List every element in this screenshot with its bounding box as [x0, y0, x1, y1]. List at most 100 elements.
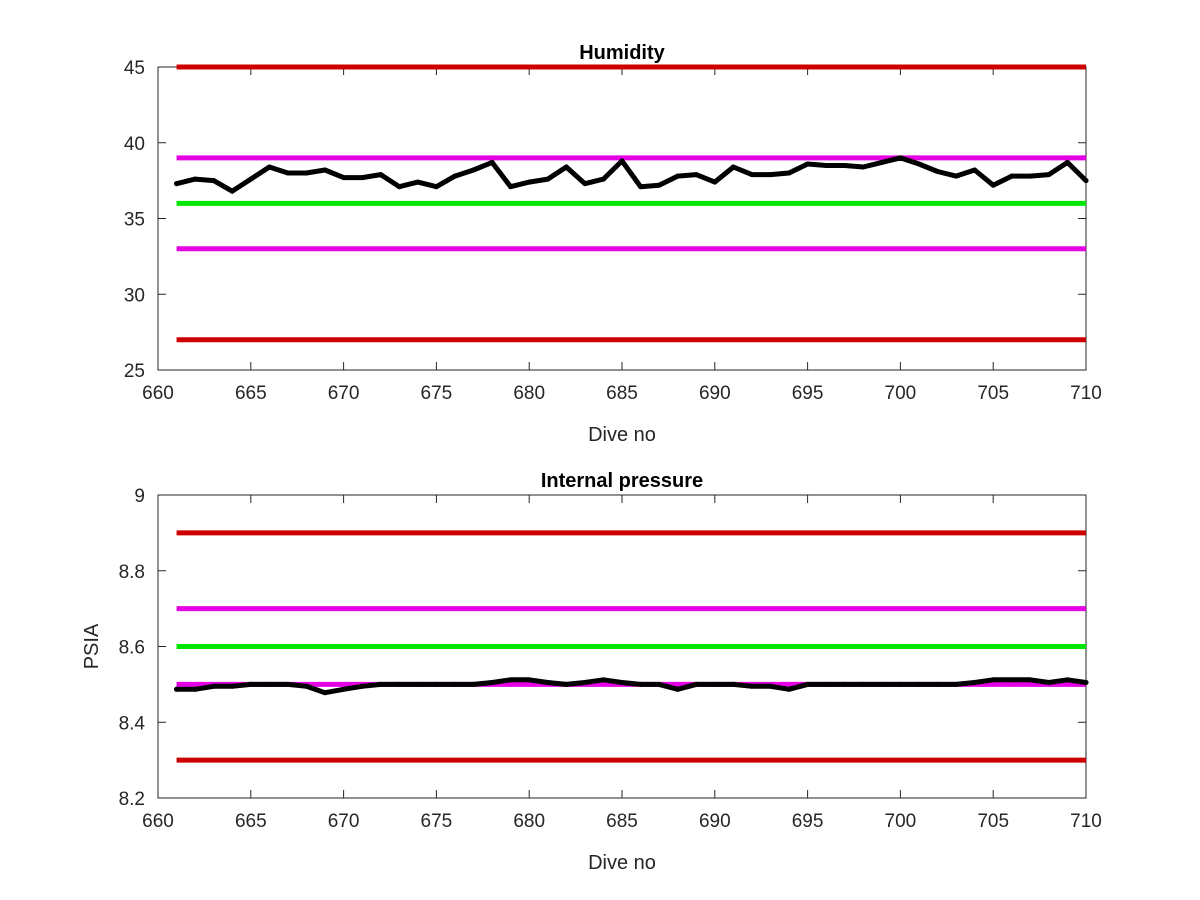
data-point — [211, 178, 217, 184]
data-point — [656, 182, 662, 188]
data-point — [545, 176, 551, 182]
x-tick-label: 680 — [513, 383, 545, 404]
data-point — [675, 173, 681, 179]
data-point — [582, 181, 588, 187]
x-tick-label: 685 — [606, 383, 638, 404]
y-tick-label: 25 — [124, 361, 145, 382]
data-point — [786, 170, 792, 176]
x-tick-label: 710 — [1070, 383, 1102, 404]
x-tick-label: 695 — [792, 811, 824, 832]
x-tick-label: 680 — [513, 811, 545, 832]
chart-0: 660 665 670 675 680 685 690 695 700 705 710 25 30 35 4… — [124, 42, 1102, 446]
data-point — [322, 690, 328, 696]
x-tick-label: 660 — [142, 383, 174, 404]
x-tick-label: 700 — [885, 383, 917, 404]
x-tick-label: 675 — [421, 383, 453, 404]
data-point — [675, 686, 681, 692]
data-point — [452, 173, 458, 179]
data-point — [600, 677, 606, 683]
data-point — [767, 172, 773, 178]
data-point — [805, 681, 811, 687]
data-point — [638, 184, 644, 190]
data-point — [916, 681, 922, 687]
y-axis-label: PSIA — [81, 623, 103, 669]
x-tick-label: 705 — [977, 811, 1009, 832]
x-tick-label: 705 — [977, 383, 1009, 404]
data-point — [378, 681, 384, 687]
data-point — [341, 175, 347, 181]
data-point — [823, 162, 829, 168]
x-tick-label: 670 — [328, 811, 360, 832]
y-tick-label: 9 — [134, 486, 145, 507]
y-tick-label: 40 — [124, 134, 145, 155]
data-point — [879, 681, 885, 687]
x-tick-label: 700 — [885, 811, 917, 832]
data-point — [433, 681, 439, 687]
x-tick-label: 670 — [328, 383, 360, 404]
data-point — [786, 686, 792, 692]
data-point — [266, 164, 272, 170]
data-point — [248, 176, 254, 182]
y-tick-label: 35 — [124, 210, 145, 231]
data-point — [860, 164, 866, 170]
data-point — [489, 159, 495, 165]
x-tick-label: 665 — [235, 383, 267, 404]
data-point — [823, 681, 829, 687]
data-point — [805, 161, 811, 167]
data-point — [1027, 677, 1033, 683]
chart-title: Humidity — [579, 42, 665, 64]
x-axis-label: Dive no — [588, 424, 656, 446]
series-line-0 — [174, 155, 1089, 194]
data-point — [935, 169, 941, 175]
data-point — [953, 173, 959, 179]
x-tick-label: 685 — [606, 811, 638, 832]
series-line-0 — [174, 677, 1089, 696]
data-point — [378, 172, 384, 178]
data-point — [749, 683, 755, 689]
data-point — [600, 176, 606, 182]
data-point — [192, 176, 198, 182]
data-point — [730, 681, 736, 687]
x-tick-label: 695 — [792, 383, 824, 404]
data-point — [341, 686, 347, 692]
data-point — [285, 170, 291, 176]
data-point — [1064, 677, 1070, 683]
data-point — [860, 681, 866, 687]
data-point — [359, 175, 365, 181]
data-point — [712, 179, 718, 185]
data-point — [415, 179, 421, 185]
data-point — [693, 681, 699, 687]
data-point — [730, 164, 736, 170]
data-point — [767, 683, 773, 689]
data-point — [619, 158, 625, 164]
data-point — [842, 162, 848, 168]
y-tick-label: 8.2 — [119, 789, 145, 810]
data-point — [712, 681, 718, 687]
data-point — [897, 155, 903, 161]
data-point — [972, 167, 978, 173]
data-point — [396, 184, 402, 190]
data-point — [489, 679, 495, 685]
y-tick-label: 45 — [124, 58, 145, 79]
x-tick-label: 710 — [1070, 811, 1102, 832]
data-point — [990, 182, 996, 188]
data-point — [229, 188, 235, 194]
data-point — [508, 184, 514, 190]
data-point — [563, 164, 569, 170]
data-point — [266, 681, 272, 687]
x-tick-label: 660 — [142, 811, 174, 832]
data-point — [471, 167, 477, 173]
data-point — [953, 681, 959, 687]
data-point — [211, 683, 217, 689]
y-tick-label: 30 — [124, 285, 145, 306]
chart-title: Internal pressure — [541, 470, 703, 492]
data-point — [619, 679, 625, 685]
chart-1: 660 665 670 675 680 685 690 695 700 705 710 8.2 8.4 8… — [81, 470, 1102, 874]
data-point — [897, 681, 903, 687]
data-point — [545, 679, 551, 685]
data-point — [656, 681, 662, 687]
data-point — [935, 681, 941, 687]
data-point — [174, 181, 180, 187]
data-point — [471, 681, 477, 687]
